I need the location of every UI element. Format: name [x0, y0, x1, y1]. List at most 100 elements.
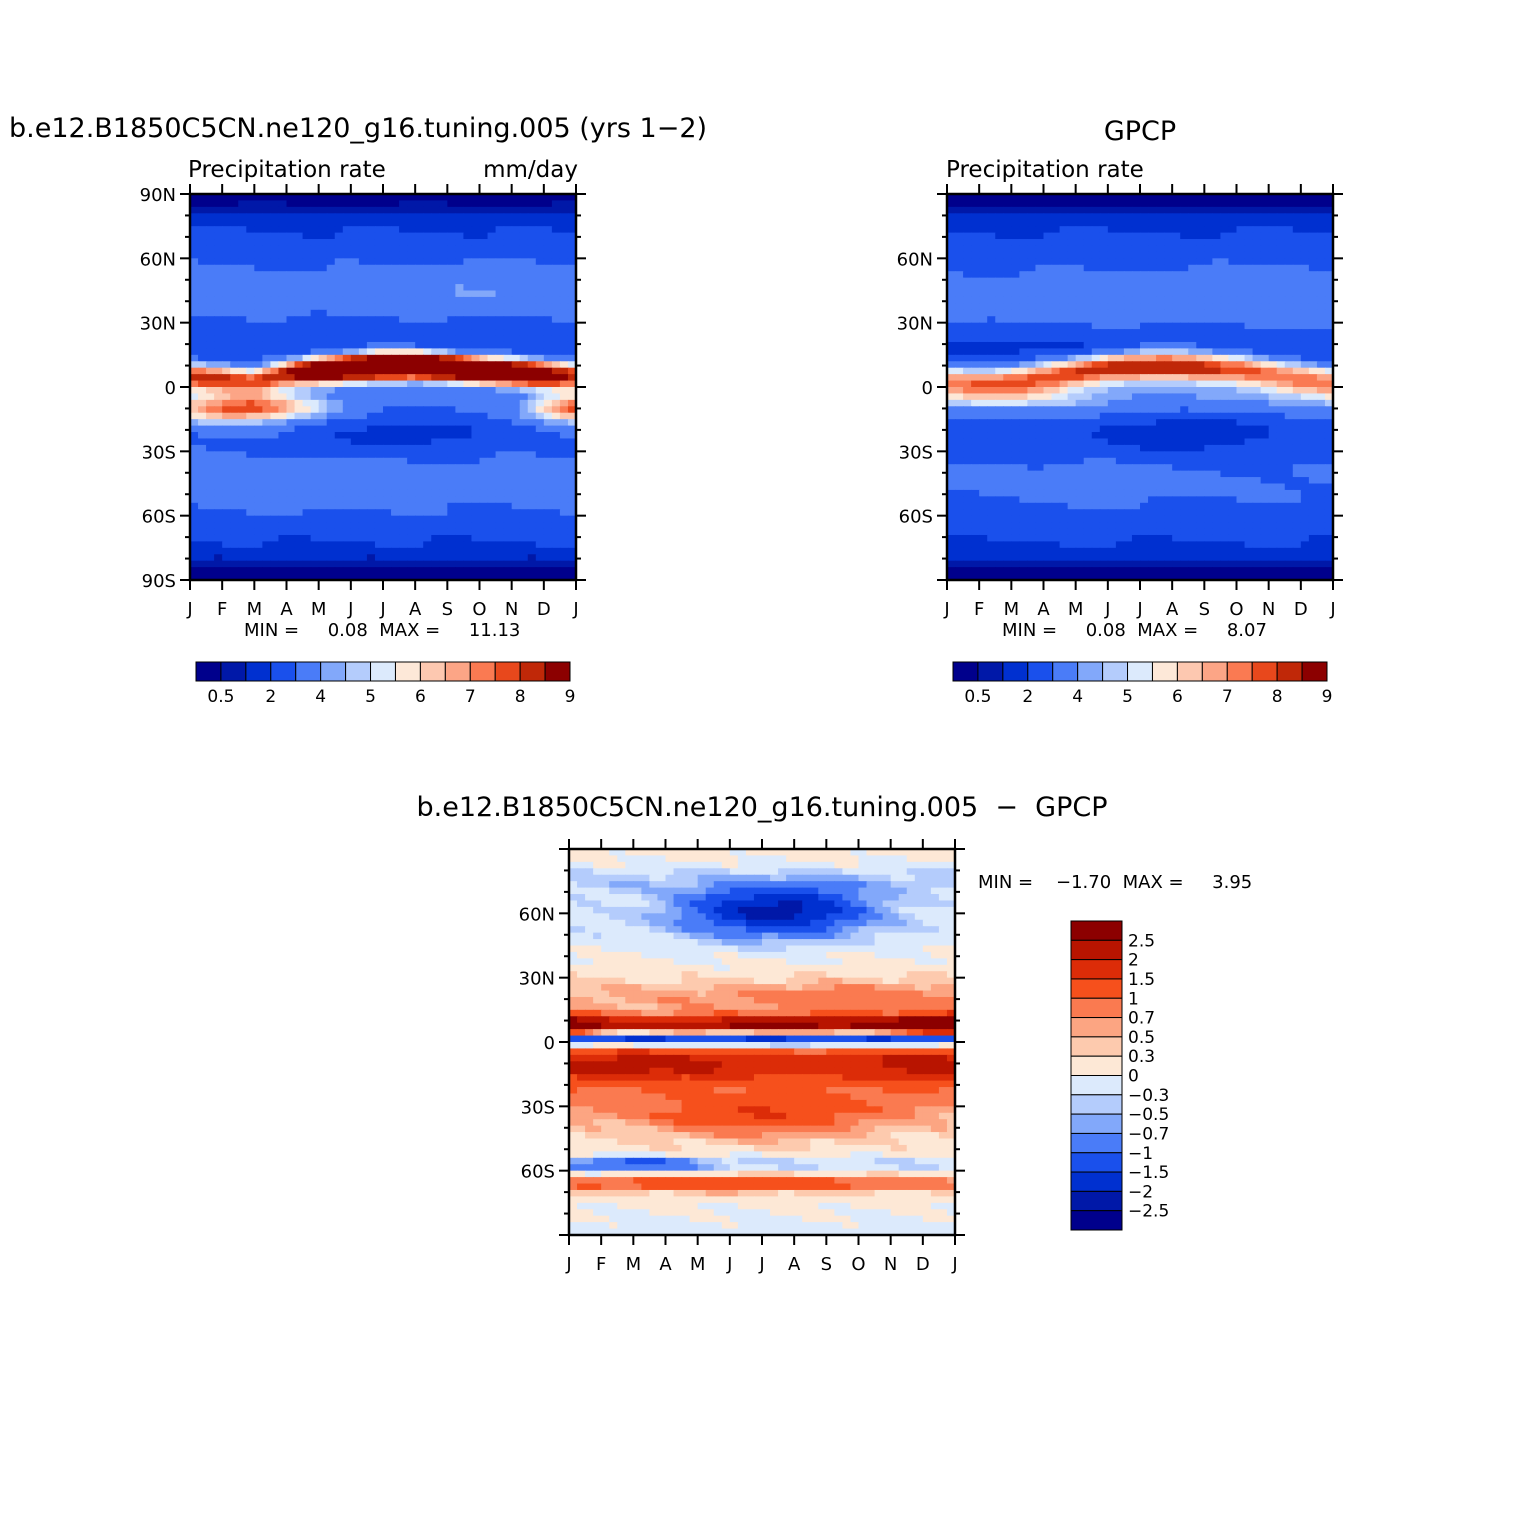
panel-obs-cell [1027, 277, 1037, 285]
panel-obs-cell [1059, 309, 1069, 317]
panel-model-cell [222, 432, 231, 440]
panel-model-cell [423, 322, 432, 330]
panel-model-cell [238, 528, 247, 536]
panel-model-cell [374, 194, 384, 202]
panel-model-cell [479, 264, 489, 272]
panel-model-cell [471, 316, 481, 324]
panel-model-cell [383, 329, 392, 337]
panel-obs-cell [1252, 290, 1262, 298]
panel-obs-cell [1284, 284, 1294, 292]
panel-model-cell [286, 213, 296, 221]
panel-obs-cell [1091, 329, 1101, 337]
panel-model-cell [463, 335, 473, 343]
panel-obs-cell [1236, 200, 1246, 208]
panel-obs-cell [1140, 419, 1149, 427]
panel-model-cell [559, 457, 569, 465]
panel-model-cell [190, 341, 199, 349]
panel-obs-cell [1260, 258, 1270, 266]
panel-obs-cell [1059, 239, 1069, 247]
panel-model-cell [527, 316, 537, 324]
panel-model-cell [214, 374, 223, 382]
panel-obs-cell [1172, 309, 1181, 317]
panel-model-cell [567, 489, 576, 497]
panel-model-cell [415, 534, 424, 542]
panel-model-cell [246, 264, 255, 272]
panel-model-cell [503, 412, 513, 420]
panel-obs-cell [1107, 316, 1117, 324]
panel-model-cell [487, 457, 497, 465]
panel-model-cell [439, 489, 448, 497]
panel-obs-cell [1003, 354, 1012, 362]
panel-obs-cell [1260, 251, 1270, 259]
panel-obs-cell [1051, 354, 1061, 362]
panel-model-cell [278, 309, 288, 317]
panel-model-cell [286, 432, 296, 440]
panel-obs-cell [1220, 232, 1230, 240]
panel-model-cell [407, 483, 416, 491]
panel-model-cell [559, 271, 569, 279]
panel-obs-cell [971, 399, 980, 407]
panel-obs-cell [1252, 374, 1262, 382]
panel-model-cell [206, 354, 215, 362]
panel-model-cell [535, 393, 545, 401]
panel-model-cell [551, 219, 561, 227]
panel-obs-cell [1019, 213, 1029, 221]
panel-model-cell [198, 380, 207, 388]
panel-model-cell [326, 406, 336, 414]
panel-model-cell [431, 444, 440, 452]
panel-obs-cell [1260, 341, 1270, 349]
panel-model-cell [294, 393, 304, 401]
panel-model-cell [431, 528, 440, 536]
panel-obs-cell [979, 206, 988, 214]
panel-model-cell [407, 239, 416, 247]
panel-model-cell [214, 438, 223, 446]
panel-model-cell [463, 264, 473, 272]
panel-obs-cell [1123, 194, 1133, 202]
panel-model-cell [519, 239, 529, 247]
panel-obs-cell [963, 264, 972, 272]
panel-model-cell [190, 380, 199, 388]
panel-model-cell [294, 264, 304, 272]
panel-model-cell [431, 348, 440, 356]
panel-model-cell [479, 399, 489, 407]
panel-obs-cell [1075, 412, 1085, 420]
panel-model-cell [503, 219, 513, 227]
panel-obs-cell [1043, 380, 1053, 388]
panel-model-cell [326, 419, 336, 427]
panel-obs-cell [987, 432, 996, 440]
panel-model-cell [262, 316, 272, 324]
panel-model-cell [214, 444, 223, 452]
panel-model-cell [543, 264, 553, 272]
panel-model-cell [383, 335, 392, 343]
panel-obs-cell [1043, 457, 1053, 465]
panel-obs-cell [1067, 264, 1077, 272]
panel-model-cell [423, 425, 432, 433]
panel-obs-cell [1099, 213, 1109, 221]
panel-obs-cell [1075, 374, 1085, 382]
panel-obs-cell [1260, 444, 1270, 452]
panel-model-cell [559, 239, 569, 247]
panel-obs-cell [1123, 438, 1133, 446]
panel-model-cell [254, 354, 263, 362]
panel-model-cell [310, 264, 320, 272]
panel-obs-cell [1019, 232, 1029, 240]
panel-model-cell [222, 329, 231, 337]
panel-obs-cell [1308, 380, 1318, 388]
panel-model-cell [206, 573, 215, 580]
panel-model-cell [399, 271, 408, 279]
panel-model-cell [286, 393, 296, 401]
panel-obs-cell [1148, 380, 1157, 388]
panel-model-cell [366, 258, 376, 266]
panel-model-cell [286, 341, 296, 349]
panel-obs-cell [955, 245, 964, 253]
panel-model-cell [270, 290, 280, 298]
panel-obs-cell [1188, 296, 1197, 304]
panel-model-cell [471, 541, 481, 549]
panel-obs-cell [1244, 387, 1254, 395]
panel-model-cell [366, 239, 376, 247]
panel-model-cell [447, 380, 456, 388]
panel-obs-cell [1043, 412, 1053, 420]
panel-model-cell [455, 219, 465, 227]
panel-model-cell [543, 457, 553, 465]
panel-model-cell [334, 374, 344, 382]
